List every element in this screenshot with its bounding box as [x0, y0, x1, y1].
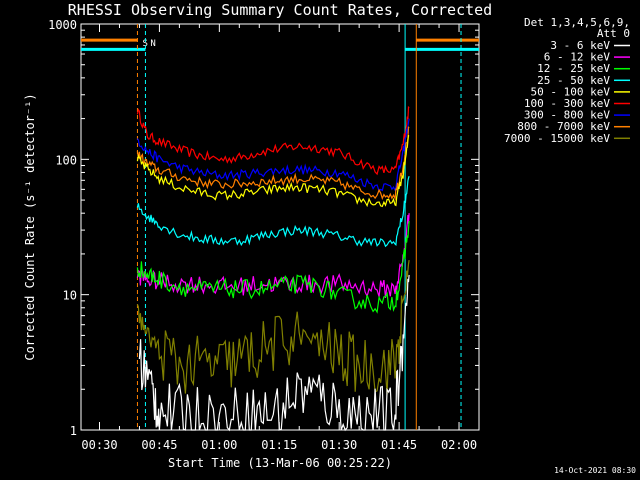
legend-header-0: Det 1,3,4,5,6,9,: [524, 16, 630, 29]
x-axis-label: Start Time (13-Mar-06 00:25:22): [168, 456, 392, 470]
y-tick-label-3: 1000: [48, 18, 77, 32]
series-line-5: [136, 213, 410, 298]
legend-label-1: 6 - 12 keV: [544, 51, 611, 64]
legend-label-0: 3 - 6 keV: [550, 39, 610, 52]
series-line-7: [136, 260, 410, 395]
legend-label-5: 100 - 300 keV: [524, 97, 610, 110]
x-tick-label-5: 01:45: [381, 438, 417, 452]
x-tick-label-6: 02:00: [441, 438, 477, 452]
x-axis-ticks: 00:30 00:45 01:00 01:15 01:30 01:45 02:00: [81, 24, 477, 452]
chart-title: RHESSI Observing Summary Count Rates, Co…: [68, 1, 492, 19]
flag-label-N: N: [150, 39, 155, 49]
plot-timestamp: 14-Oct-2021 08:30: [554, 466, 636, 475]
series-group: [136, 105, 410, 432]
series-line-0: [136, 105, 410, 176]
series-line-6: [136, 220, 410, 314]
x-tick-label-3: 01:15: [261, 438, 297, 452]
series-line-4: [136, 176, 410, 248]
x-tick-label-4: 01:30: [321, 438, 357, 452]
legend-label-3: 25 - 50 keV: [537, 74, 610, 87]
series-line-3: [136, 134, 410, 208]
y-axis-label: Corrected Count Rate (s⁻¹ detector⁻¹): [23, 93, 37, 360]
legend-header-1: Att 0: [597, 27, 630, 40]
series-line-1: [136, 118, 410, 192]
y-tick-label-2: 100: [55, 153, 77, 167]
plot-frame: [80, 23, 480, 431]
legend-label-7: 800 - 7000 keV: [517, 120, 610, 133]
y-tick-label-0: 1: [70, 424, 77, 438]
y-tick-label-1: 10: [63, 289, 77, 303]
y-axis-ticks: 1 10 100 1000: [48, 18, 479, 438]
x-tick-label-2: 01:00: [201, 438, 237, 452]
x-tick-label-0: 00:30: [81, 438, 117, 452]
legend-label-8: 7000 - 15000 keV: [504, 132, 610, 145]
series-line-2: [136, 125, 410, 201]
legend-label-4: 50 - 100 keV: [531, 85, 611, 98]
x-tick-label-1: 00:45: [141, 438, 177, 452]
flag-label-S: S: [142, 39, 147, 49]
legend-label-2: 12 - 25 keV: [537, 62, 610, 75]
legend-label-6: 300 - 800 keV: [524, 109, 610, 122]
